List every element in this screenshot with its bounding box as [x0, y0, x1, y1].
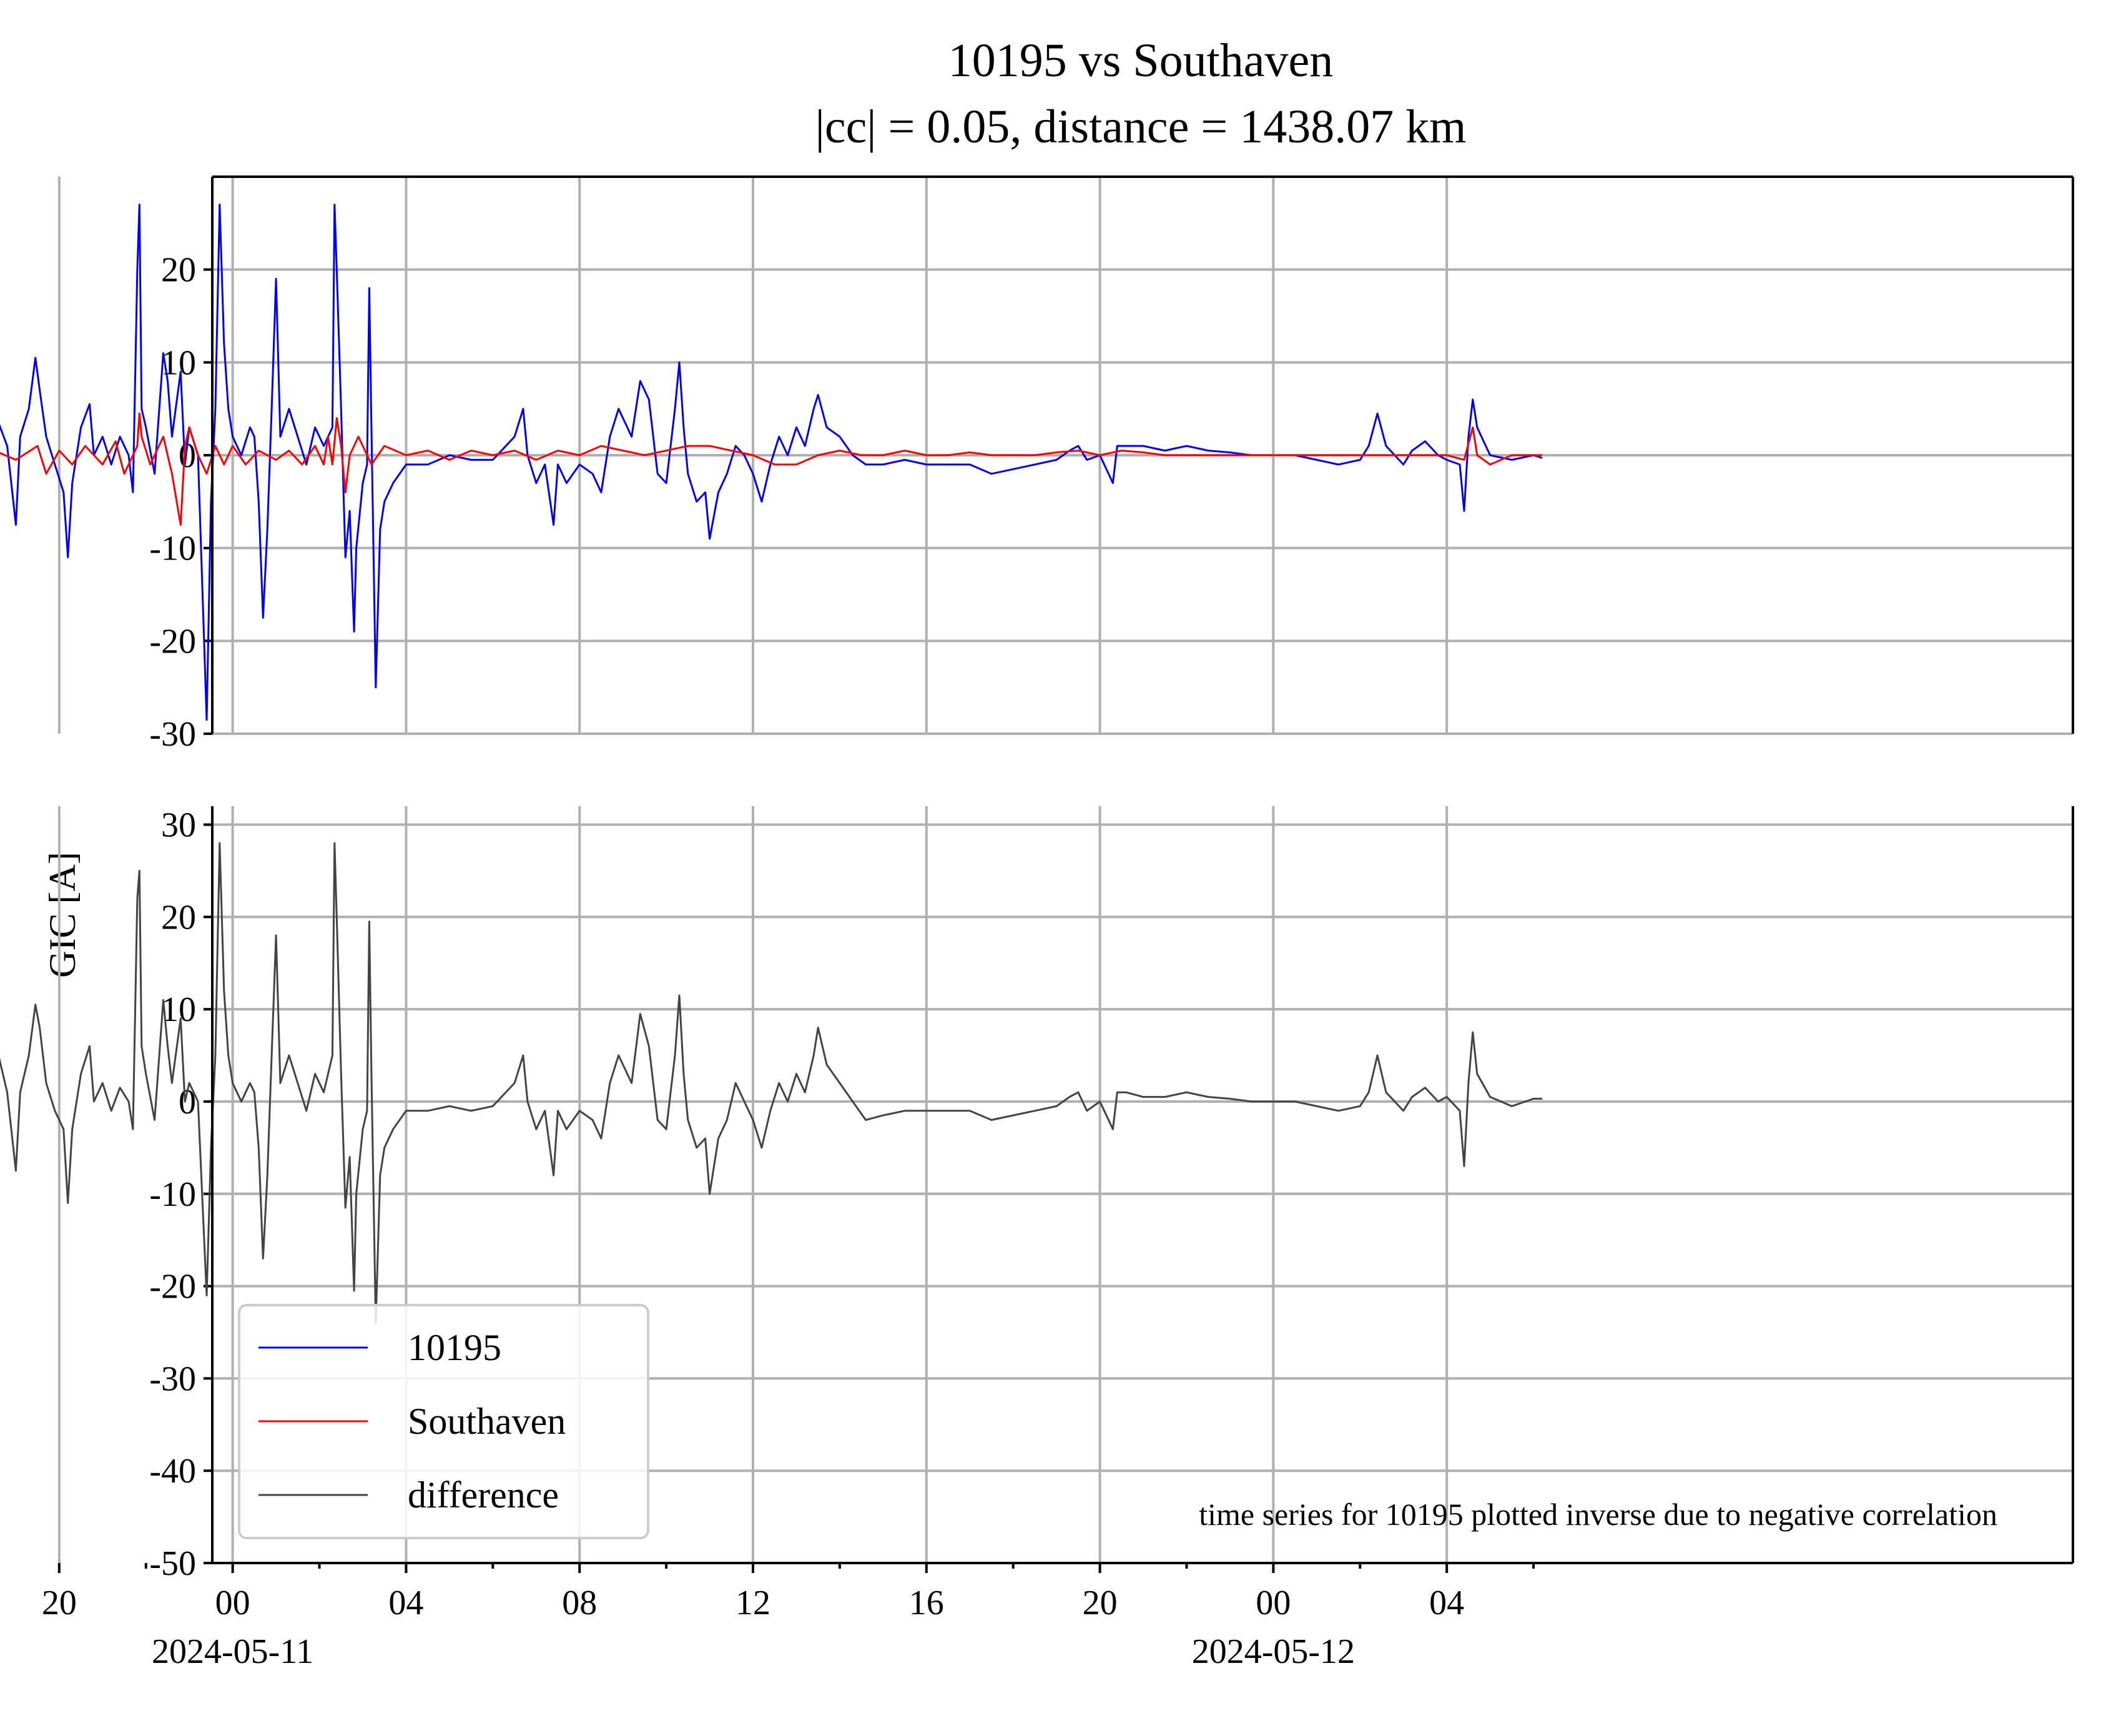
y-tick-label: -10: [149, 530, 196, 568]
x-tick-label: 16: [909, 1584, 944, 1622]
chart-subtitle: |cc| = 0.05, distance = 1438.07 km: [815, 101, 1467, 153]
x-tick-label: 00: [1256, 1584, 1291, 1622]
y-tick-label: -20: [149, 622, 196, 661]
x-date-label: 2024-05-12: [1192, 1632, 1355, 1671]
x-tick-label: 20: [1083, 1584, 1118, 1622]
y-tick-label: 30: [161, 806, 196, 845]
y-tick-label: -30: [149, 715, 196, 754]
x-tick-label: 04: [1429, 1584, 1464, 1622]
y-tick-label: 10: [161, 990, 196, 1029]
x-tick-label: 08: [562, 1584, 597, 1622]
inverse-note: time series for 10195 plotted inverse du…: [1199, 1497, 1997, 1532]
x-tick-label: 20: [42, 1584, 77, 1622]
y-tick-label: -10: [149, 1175, 196, 1214]
y-tick-label: 20: [161, 251, 196, 290]
legend-label-difference: difference: [408, 1474, 559, 1516]
chart-title: 10195 vs Southaven: [948, 34, 1333, 87]
series-line-difference: [0, 842, 1542, 1324]
x-tick-label: 12: [736, 1584, 770, 1622]
x-date-label: 2024-05-11: [152, 1632, 313, 1671]
y-tick-label: -30: [149, 1359, 196, 1398]
legend: 10195 Southaven difference: [238, 1304, 649, 1539]
series-line-southaven: [0, 412, 1542, 526]
y-tick-label: 20: [161, 898, 196, 937]
legend-label-10195: 10195: [408, 1327, 501, 1368]
y-tick-label: -20: [149, 1268, 196, 1306]
y-tick-label: -40: [149, 1452, 196, 1491]
y-tick-label: -50: [149, 1544, 196, 1583]
legend-label-southaven: Southaven: [408, 1401, 566, 1442]
x-tick-label: 04: [388, 1584, 423, 1622]
legend-box: [238, 1304, 649, 1539]
x-axis: 162024-05-1020002024-05-1104081216200020…: [42, 1563, 1535, 1671]
series-line-10195: [0, 204, 1543, 721]
x-tick-label: 00: [215, 1584, 250, 1622]
y-axis-label: GIC [A]: [42, 852, 83, 978]
